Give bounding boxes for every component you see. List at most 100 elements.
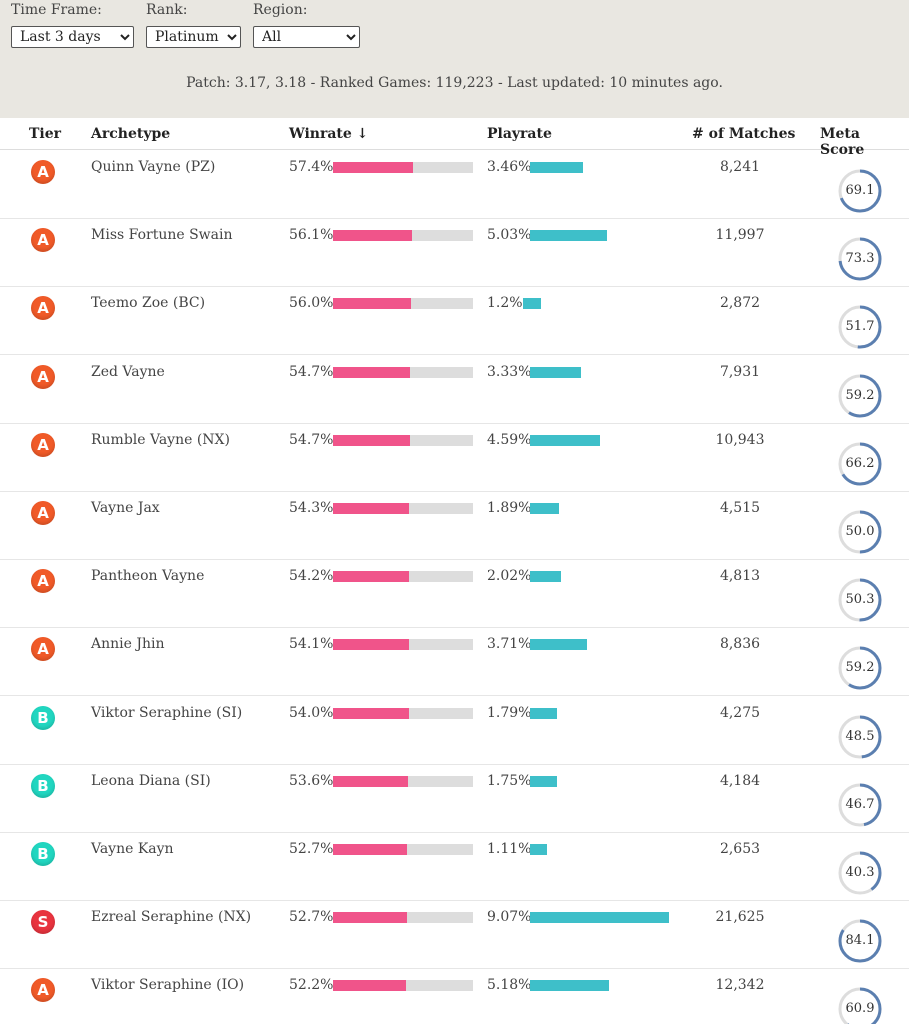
- table-row[interactable]: A Rumble Vayne (NX) 54.7% 4.59% 10,943 66.2: [0, 424, 909, 492]
- winrate-bar-fill: [333, 298, 411, 310]
- time-frame-select[interactable]: Last 3 days: [11, 26, 134, 48]
- winrate-bar: [333, 707, 473, 719]
- table-row[interactable]: A Miss Fortune Swain 56.1% 5.03% 11,997 73.3: [0, 219, 909, 288]
- winrate-value: 54.3%: [289, 500, 334, 516]
- tier-letter: S: [37, 913, 49, 932]
- playrate-value: 1.2%: [487, 295, 523, 312]
- table-row[interactable]: B Viktor Seraphine (SI) 54.0% 1.79% 4,275 48.…: [0, 697, 909, 765]
- meta-score-value: 48.5: [845, 728, 875, 744]
- playrate-bar: [530, 775, 557, 787]
- winrate-bar-fill: [333, 230, 412, 242]
- meta-score-value: 69.1: [845, 183, 875, 198]
- score-ring-icon: [838, 646, 882, 690]
- playrate-value: 5.18%: [487, 977, 532, 994]
- tier-badge: A: [31, 296, 55, 321]
- winrate-bar: [333, 366, 473, 378]
- winrate-bar: [333, 503, 473, 514]
- winrate-bar-fill: [333, 844, 407, 855]
- score-ring-icon: [838, 237, 882, 281]
- column-meta-score[interactable]: Meta Score: [820, 126, 865, 158]
- table-row[interactable]: A Annie Jhin 54.1% 3.71% 8,836 59.2: [0, 628, 909, 697]
- score-ring-icon: [838, 919, 882, 963]
- table-row[interactable]: A Teemo Zoe (BC) 56.0% 1.2% 2,872 51.7: [0, 287, 909, 356]
- archetype-name[interactable]: Zed Vayne: [91, 363, 165, 380]
- tier-badge: A: [31, 501, 55, 525]
- tier-letter: B: [37, 845, 49, 863]
- winrate-value: 56.0%: [289, 295, 334, 312]
- winrate-bar-fill: [333, 775, 408, 787]
- meta-score-ring: 50.0: [838, 510, 882, 554]
- meta-score-value: 66.2: [845, 455, 875, 471]
- archetype-name[interactable]: Viktor Seraphine (SI): [91, 704, 243, 721]
- playrate-value: 3.71%: [487, 636, 532, 653]
- score-ring-icon: [838, 851, 882, 895]
- column-playrate[interactable]: Playrate: [487, 126, 552, 142]
- archetype-name[interactable]: Viktor Seraphine (IO): [91, 977, 245, 994]
- winrate-bar-fill: [333, 571, 409, 583]
- winrate-value: 57.4%: [289, 159, 334, 175]
- archetype-name[interactable]: Quinn Vayne (PZ): [91, 159, 216, 175]
- table-row[interactable]: A Quinn Vayne (PZ) 57.4% 3.46% 8,241 69.1: [0, 151, 909, 219]
- meta-score-ring: 73.3: [838, 237, 882, 281]
- region-select[interactable]: All: [253, 26, 360, 48]
- winrate-bar: [333, 434, 473, 446]
- column-matches[interactable]: # of Matches: [692, 126, 796, 142]
- match-count: 8,836: [719, 636, 761, 653]
- table-row[interactable]: A Pantheon Vayne 54.2% 2.02% 4,813 50.3: [0, 560, 909, 629]
- tier-letter: A: [37, 640, 49, 659]
- winrate-bar-fill: [333, 434, 410, 446]
- playrate-value: 9.07%: [487, 909, 532, 926]
- table-row[interactable]: A Zed Vayne 54.7% 3.33% 7,931 59.2: [0, 356, 909, 424]
- meta-score-value: 73.3: [845, 251, 875, 267]
- patch-info: Patch: 3.17, 3.18 - Ranked Games: 119,22…: [186, 75, 723, 91]
- table-row[interactable]: A Vayne Jax 54.3% 1.89% 4,515 50.0: [0, 492, 909, 560]
- rank-filter: Rank: Platinum+: [146, 0, 241, 48]
- winrate-value: 54.0%: [289, 704, 334, 721]
- tier-badge: A: [31, 228, 55, 253]
- meta-table: Tier Archetype Winrate ↓ Playrate # of M…: [0, 118, 909, 1024]
- time-frame-label: Time Frame:: [11, 2, 102, 18]
- archetype-name[interactable]: Miss Fortune Swain: [91, 227, 233, 244]
- playrate-value: 4.59%: [487, 431, 532, 448]
- meta-score-value: 40.3: [845, 865, 875, 880]
- score-ring-icon: [838, 987, 882, 1024]
- winrate-value: 54.7%: [289, 363, 334, 380]
- meta-score-value: 84.1: [845, 933, 875, 949]
- tier-badge: A: [31, 978, 55, 1003]
- winrate-bar: [333, 571, 473, 583]
- tier-badge: A: [31, 637, 55, 662]
- archetype-name[interactable]: Ezreal Seraphine (NX): [91, 909, 252, 926]
- archetype-name[interactable]: Annie Jhin: [91, 636, 165, 653]
- archetype-name[interactable]: Vayne Kayn: [91, 841, 174, 857]
- meta-score-ring: 50.3: [838, 578, 882, 622]
- tier-letter: A: [37, 299, 49, 318]
- table-header: Tier Archetype Winrate ↓ Playrate # of M…: [0, 118, 909, 158]
- winrate-value: 56.1%: [289, 227, 334, 244]
- table-row[interactable]: S Ezreal Seraphine (NX) 52.7% 9.07% 21,625 84…: [0, 901, 909, 970]
- meta-score-value: 60.9: [845, 1001, 875, 1017]
- archetype-name[interactable]: Rumble Vayne (NX): [91, 431, 230, 448]
- winrate-bar: [333, 162, 473, 173]
- column-tier[interactable]: Tier: [29, 126, 62, 142]
- archetype-name[interactable]: Vayne Jax: [91, 500, 160, 516]
- column-archetype[interactable]: Archetype: [91, 126, 171, 142]
- meta-score-ring: 48.5: [838, 715, 882, 759]
- winrate-bar: [333, 844, 473, 855]
- archetype-name[interactable]: Leona Diana (SI): [91, 772, 211, 789]
- playrate-bar: [530, 571, 561, 583]
- table-row[interactable]: A Viktor Seraphine (IO) 52.2% 5.18% 12,342 60…: [0, 969, 909, 1024]
- playrate-bar: [530, 912, 669, 924]
- winrate-bar-fill: [333, 980, 406, 992]
- column-winrate[interactable]: Winrate ↓: [289, 126, 369, 142]
- archetype-name[interactable]: Teemo Zoe (BC): [91, 295, 206, 312]
- match-count: 11,997: [715, 227, 765, 244]
- tier-letter: A: [37, 367, 49, 386]
- table-row[interactable]: B Vayne Kayn 52.7% 1.11% 2,653 40.3: [0, 833, 909, 901]
- tier-badge: A: [31, 364, 55, 389]
- tier-badge: A: [31, 432, 55, 457]
- table-row[interactable]: B Leona Diana (SI) 53.6% 1.75% 4,184 46.7: [0, 765, 909, 833]
- archetype-name[interactable]: Pantheon Vayne: [91, 568, 205, 585]
- match-count: 21,625: [715, 909, 765, 926]
- playrate-bar: [530, 162, 584, 173]
- rank-select[interactable]: Platinum+: [146, 26, 241, 48]
